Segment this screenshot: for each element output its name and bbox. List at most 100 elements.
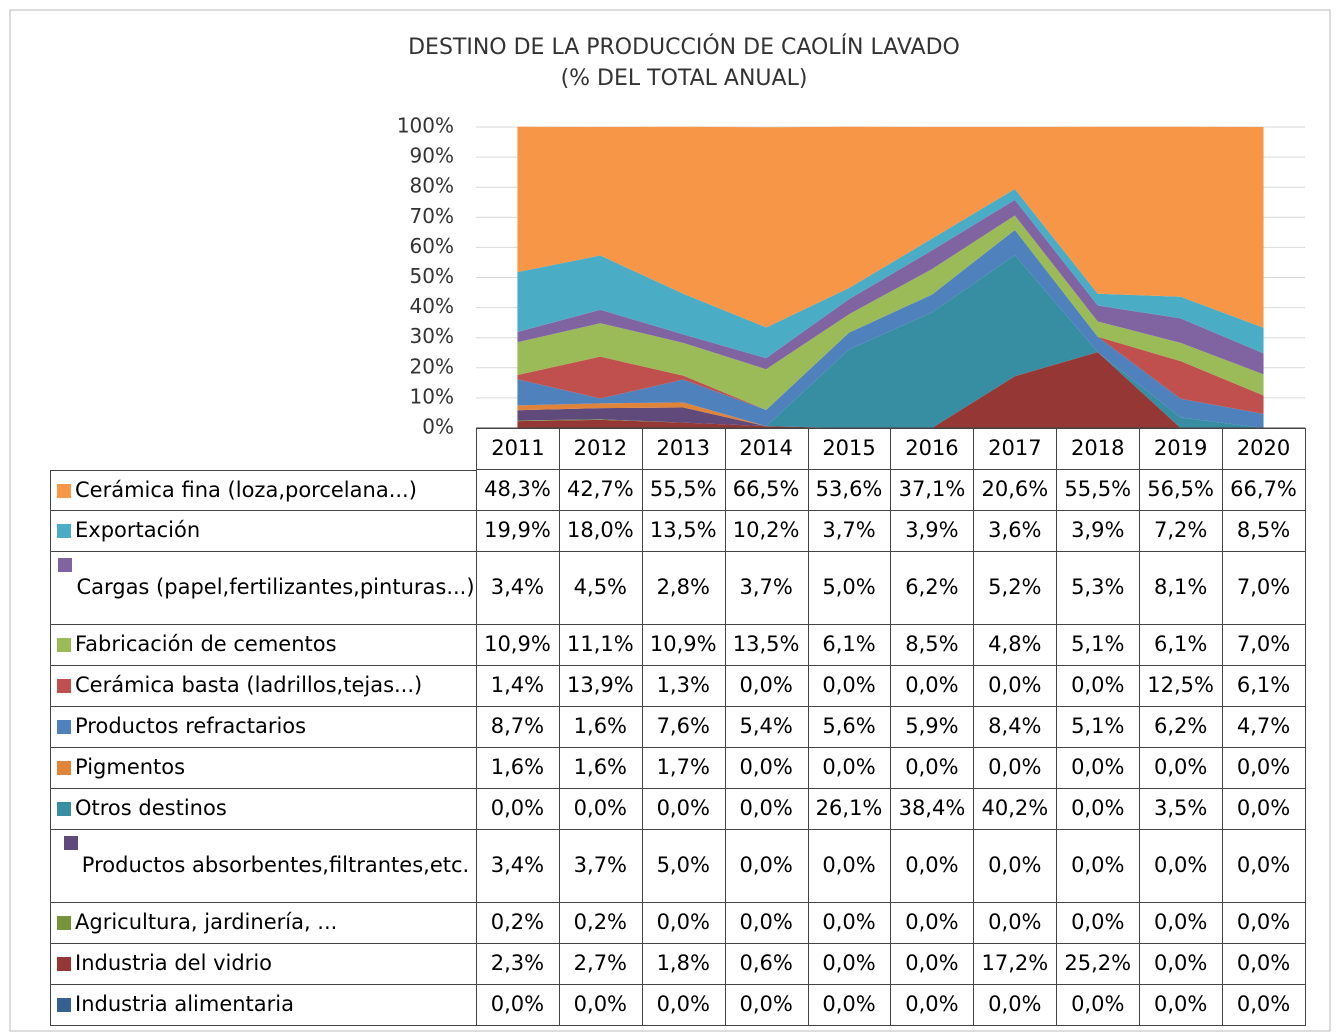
value-cell: 5,1% — [1056, 625, 1141, 666]
value-cell: 3,7% — [807, 511, 892, 552]
value-cell: 3,4% — [476, 830, 560, 903]
value-label: 25,2% — [1064, 951, 1132, 976]
value-label: 6,1% — [822, 632, 876, 657]
value-label: 1,3% — [656, 673, 710, 698]
x-tick-label-cell: 2011 — [476, 428, 560, 470]
value-cell: 66,7% — [1222, 470, 1306, 511]
legend-swatch — [57, 916, 71, 930]
value-label: 6,2% — [1153, 714, 1208, 739]
value-cell: 0,0% — [724, 666, 809, 707]
value-cell: 3,5% — [1139, 789, 1224, 830]
value-label: 8,7% — [490, 714, 545, 739]
legend-cell: Productos absorbentes,filtrantes,etc. — [50, 830, 477, 903]
value-cell: 0,0% — [1222, 748, 1306, 789]
value-cell: 6,1% — [1139, 625, 1224, 666]
value-cell: 0,0% — [890, 985, 975, 1026]
value-label: 48,3% — [484, 477, 551, 502]
area — [517, 229, 1264, 428]
legend-cell: Cerámica basta (ladrillos,tejas...) — [50, 666, 477, 707]
value-label: 4,5% — [573, 575, 628, 600]
value-cell: 13,5% — [724, 625, 809, 666]
value-label: 55,5% — [1064, 477, 1132, 502]
value-label: 8,5% — [905, 632, 959, 657]
value-cell: 0,0% — [890, 666, 975, 707]
x-tick-label-cell: 2019 — [1139, 428, 1224, 470]
value-label: 0,0% — [988, 992, 1042, 1017]
x-tick-label-cell: 2017 — [973, 428, 1058, 470]
value-label: 1,6% — [573, 714, 628, 739]
value-cell: 0,0% — [476, 985, 560, 1026]
value-label: 0,0% — [905, 755, 959, 780]
y-tick-label: 0% — [422, 415, 454, 439]
value-cell: 5,2% — [973, 552, 1058, 625]
value-label: 13,5% — [649, 518, 717, 543]
value-cell: 1,7% — [641, 748, 726, 789]
legend-cell: Cerámica fina (loza,porcelana...) — [50, 470, 477, 511]
value-label: 0,0% — [1071, 673, 1125, 698]
area — [517, 199, 1264, 375]
x-tick-label: 2011 — [491, 436, 545, 461]
legend-label: Cerámica basta (ladrillos,tejas...) — [75, 673, 423, 698]
legend-cell: Exportación — [50, 511, 477, 552]
value-label: 0,0% — [988, 853, 1042, 878]
value-label: 3,9% — [905, 518, 959, 543]
value-cell: 2,7% — [558, 944, 643, 985]
area — [517, 126, 1264, 328]
legend-label: Productos absorbentes,filtrantes,etc. — [81, 853, 470, 878]
value-label: 8,1% — [1153, 575, 1208, 600]
legend-cell: Cargas (papel,fertilizantes,pinturas...) — [50, 552, 477, 625]
legend-cell: Fabricación de cementos — [50, 625, 477, 666]
y-tick-label: 70% — [410, 204, 454, 228]
value-label: 0,0% — [1153, 910, 1208, 935]
value-cell: 55,5% — [1056, 470, 1141, 511]
value-label: 53,6% — [815, 477, 883, 502]
value-cell: 2,8% — [641, 552, 726, 625]
value-label: 0,0% — [905, 910, 959, 935]
value-cell: 0,0% — [724, 903, 809, 944]
legend-label: Pigmentos — [75, 755, 186, 780]
legend-label: Otros destinos — [75, 796, 227, 821]
value-label: 10,2% — [732, 518, 800, 543]
value-label: 11,1% — [566, 632, 634, 657]
value-label: 0,0% — [1236, 755, 1291, 780]
value-label: 5,6% — [822, 714, 876, 739]
value-cell: 3,7% — [558, 830, 643, 903]
value-cell: 0,0% — [890, 830, 975, 903]
value-cell: 0,0% — [1056, 666, 1141, 707]
value-cell: 5,9% — [890, 707, 975, 748]
value-cell: 18,0% — [558, 511, 643, 552]
value-cell: 0,0% — [973, 830, 1058, 903]
value-cell: 0,0% — [973, 903, 1058, 944]
x-tick-label-cell: 2013 — [641, 428, 726, 470]
legend-cell: Agricultura, jardinería, ... — [50, 903, 477, 944]
value-label: 12,5% — [1147, 673, 1214, 698]
value-cell: 0,0% — [1222, 903, 1306, 944]
value-label: 0,0% — [1153, 992, 1208, 1017]
value-cell: 1,6% — [558, 707, 643, 748]
value-cell: 56,5% — [1139, 470, 1224, 511]
area — [517, 189, 1264, 359]
value-label: 7,2% — [1153, 518, 1208, 543]
value-cell: 13,9% — [558, 666, 643, 707]
value-label: 0,0% — [490, 796, 545, 821]
value-cell: 1,6% — [476, 748, 560, 789]
value-label: 42,7% — [566, 477, 634, 502]
value-label: 3,7% — [739, 575, 793, 600]
value-cell: 0,0% — [1222, 789, 1306, 830]
value-cell: 40,2% — [973, 789, 1058, 830]
x-tick-label: 2014 — [739, 436, 793, 461]
x-tick-label: 2020 — [1236, 436, 1291, 461]
value-label: 0,0% — [1071, 796, 1125, 821]
value-label: 6,1% — [1236, 673, 1291, 698]
value-label: 66,5% — [732, 477, 800, 502]
value-cell: 25,2% — [1056, 944, 1141, 985]
value-label: 0,0% — [1153, 755, 1208, 780]
value-label: 3,7% — [822, 518, 876, 543]
value-cell: 1,6% — [558, 748, 643, 789]
value-cell: 3,9% — [890, 511, 975, 552]
value-label: 0,0% — [739, 853, 793, 878]
value-cell: 3,6% — [973, 511, 1058, 552]
legend-swatch — [63, 836, 78, 850]
legend-label: Productos refractarios — [75, 714, 307, 739]
